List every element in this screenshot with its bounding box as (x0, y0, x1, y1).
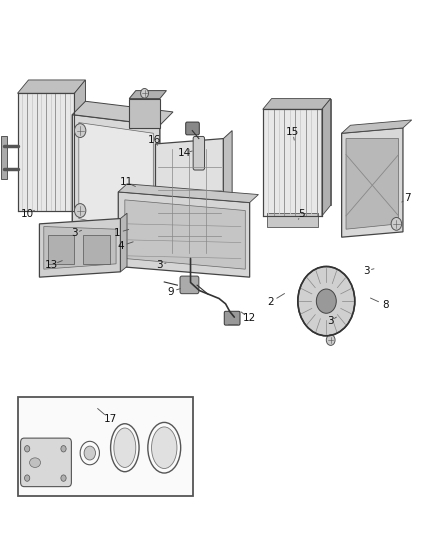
Circle shape (298, 266, 355, 336)
Circle shape (316, 289, 336, 313)
Bar (1, 136, 7, 179)
Circle shape (391, 217, 402, 230)
Polygon shape (72, 101, 173, 125)
Text: 9: 9 (167, 287, 174, 296)
Polygon shape (342, 128, 403, 237)
Circle shape (74, 204, 86, 217)
Polygon shape (263, 99, 331, 109)
Circle shape (141, 88, 148, 98)
Polygon shape (72, 115, 160, 243)
Bar (18, 397, 193, 496)
Polygon shape (118, 184, 258, 203)
Text: 14: 14 (178, 148, 191, 158)
FancyBboxPatch shape (186, 122, 199, 135)
Bar (263, 109, 322, 216)
Polygon shape (223, 131, 232, 253)
Text: 15: 15 (286, 127, 299, 136)
Circle shape (74, 124, 86, 138)
Text: 12: 12 (243, 313, 256, 323)
Polygon shape (342, 120, 412, 133)
Text: 4: 4 (117, 241, 124, 251)
Circle shape (25, 475, 30, 481)
Text: 3: 3 (156, 260, 163, 270)
Polygon shape (125, 200, 245, 269)
Bar (18, 93, 74, 211)
Text: 16: 16 (148, 135, 161, 144)
Polygon shape (74, 80, 85, 211)
Text: 5: 5 (298, 209, 305, 219)
Text: 3: 3 (71, 229, 78, 238)
Polygon shape (272, 99, 331, 205)
Text: 10: 10 (21, 209, 34, 219)
Polygon shape (39, 219, 120, 277)
FancyBboxPatch shape (224, 311, 240, 325)
Circle shape (61, 475, 66, 481)
Circle shape (61, 446, 66, 452)
Text: 2: 2 (267, 297, 274, 307)
Polygon shape (79, 123, 153, 235)
Text: 3: 3 (363, 266, 370, 276)
Circle shape (326, 335, 335, 345)
Text: 11: 11 (120, 177, 133, 187)
Text: 8: 8 (382, 300, 389, 310)
Polygon shape (346, 139, 399, 229)
Circle shape (84, 446, 95, 460)
Text: 1: 1 (113, 228, 120, 238)
Polygon shape (267, 213, 318, 227)
Polygon shape (155, 139, 223, 259)
FancyBboxPatch shape (193, 136, 205, 170)
Polygon shape (44, 227, 116, 269)
Bar (48, 235, 74, 264)
Polygon shape (28, 80, 85, 197)
Text: 13: 13 (45, 260, 58, 270)
FancyBboxPatch shape (21, 438, 71, 487)
Polygon shape (118, 192, 250, 277)
Ellipse shape (114, 428, 136, 467)
Ellipse shape (29, 458, 40, 467)
Polygon shape (129, 91, 166, 99)
FancyBboxPatch shape (180, 276, 199, 294)
Polygon shape (129, 99, 160, 128)
Polygon shape (18, 80, 85, 93)
Circle shape (25, 446, 30, 452)
Ellipse shape (152, 427, 177, 469)
Text: 7: 7 (404, 193, 411, 203)
Polygon shape (322, 99, 331, 216)
Text: 3: 3 (327, 316, 334, 326)
Polygon shape (120, 213, 127, 272)
Bar (83, 235, 110, 264)
Text: 17: 17 (104, 415, 117, 424)
